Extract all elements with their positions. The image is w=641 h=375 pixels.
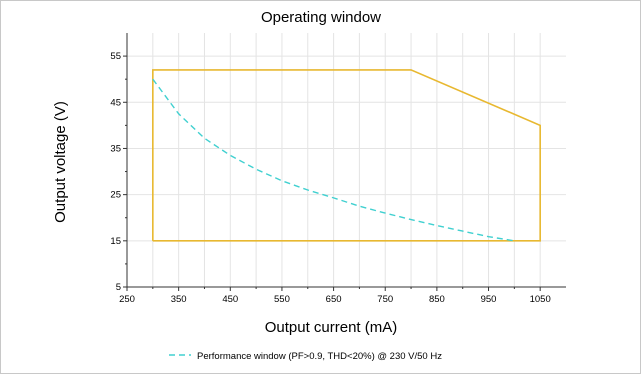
y-axis-title: Output voltage (V) (52, 101, 69, 223)
y-tick-label: 5 (116, 282, 121, 293)
x-axis-title: Output current (mA) (265, 319, 398, 336)
axes (126, 33, 566, 288)
legend: Performance window (PF>0.9, THD<20%) @ 2… (169, 351, 442, 362)
y-tick-label: 15 (110, 236, 121, 247)
chart-title: Operating window (261, 9, 381, 26)
legend-entry-performance-window: Performance window (PF>0.9, THD<20%) @ 2… (197, 351, 442, 362)
y-tick-label: 45 (110, 97, 121, 108)
operating-window-outline (152, 69, 541, 242)
y-tick-label: 55 (110, 51, 121, 62)
x-tick-label: 250 (119, 294, 135, 305)
x-tick-label: 850 (429, 294, 445, 305)
x-tick-label: 350 (171, 294, 187, 305)
x-axis-ticks: 250 350 450 550 650 750 850 950 1050 (119, 287, 551, 305)
x-tick-label: 650 (326, 294, 342, 305)
x-tick-label: 950 (481, 294, 497, 305)
x-tick-label: 1050 (530, 294, 551, 305)
y-tick-label: 35 (110, 143, 121, 154)
series-group (152, 69, 541, 242)
grid (127, 33, 566, 287)
x-tick-label: 750 (377, 294, 393, 305)
performance-window-curve (152, 78, 515, 242)
y-tick-label: 25 (110, 190, 121, 201)
x-tick-label: 550 (274, 294, 290, 305)
x-tick-label: 450 (222, 294, 238, 305)
y-axis-ticks: 5 15 25 35 45 55 (110, 51, 127, 293)
